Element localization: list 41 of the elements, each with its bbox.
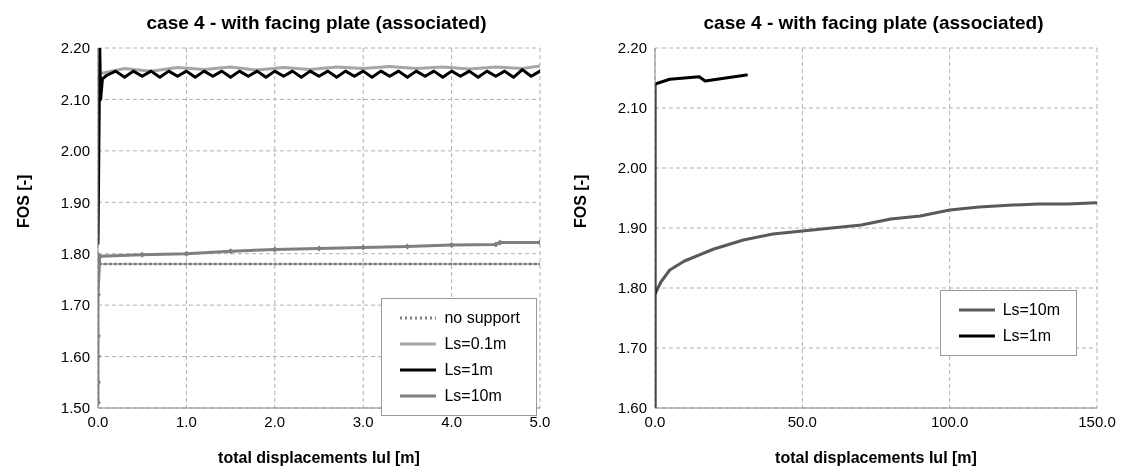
x-axis-title: total displacements IuI [m] — [218, 449, 420, 466]
y-tick-label: 1.60 — [617, 399, 647, 417]
x-tick-label: 1.0 — [175, 412, 197, 430]
y-axis-title: FOS [-] — [571, 174, 589, 228]
point — [448, 241, 455, 248]
point — [492, 241, 499, 248]
y-tick-label: 1.80 — [60, 245, 90, 263]
x-tick-label: 0.0 — [644, 412, 666, 430]
chart-title: case 4 - with facing plate (associated) — [145, 11, 488, 35]
y-tick-label: 1.80 — [617, 279, 647, 297]
legend-label: Ls=1m — [444, 360, 493, 380]
x-tick-label: 0.0 — [87, 412, 109, 430]
x-tick-label: 50.0 — [787, 412, 817, 430]
y-tick-label: 2.20 — [617, 39, 647, 57]
x-tick-label: 150.0 — [1078, 412, 1116, 430]
y-tick-label: 1.60 — [60, 347, 90, 365]
x-tick-label: 2.0 — [264, 412, 286, 430]
y-tick-label: 2.00 — [617, 159, 647, 177]
legend-label: Ls=0.1m — [444, 334, 507, 354]
y-tick-label: 1.70 — [60, 296, 90, 314]
y-tick-label: 1.90 — [60, 193, 90, 211]
y-axis-title: FOS [-] — [14, 174, 32, 228]
y-tick-label: 2.20 — [60, 39, 90, 57]
point — [316, 245, 322, 252]
y-tick-label: 1.90 — [617, 219, 647, 237]
x-tick-label: 4.0 — [441, 412, 463, 430]
legend-label: Ls=10m — [1002, 300, 1060, 320]
x-tick-label: 3.0 — [352, 412, 374, 430]
chart-title: case 4 - with facing plate (associated) — [702, 11, 1045, 35]
x-tick-label: 100.0 — [930, 412, 969, 430]
y-tick-label: 2.00 — [60, 142, 90, 160]
y-tick-label: 2.10 — [617, 99, 647, 117]
x-axis-title: total displacements IuI [m] — [775, 449, 977, 466]
line-series — [655, 73, 748, 408]
y-tick-label: 1.50 — [60, 399, 90, 417]
y-tick-label: 1.70 — [617, 339, 647, 357]
legend-label: Ls=1m — [1002, 326, 1052, 346]
legend-label: Ls=10m — [444, 386, 502, 406]
x-tick-label: 5.0 — [529, 412, 551, 430]
legend-label: no support — [444, 308, 520, 328]
y-tick-label: 2.10 — [60, 90, 90, 108]
